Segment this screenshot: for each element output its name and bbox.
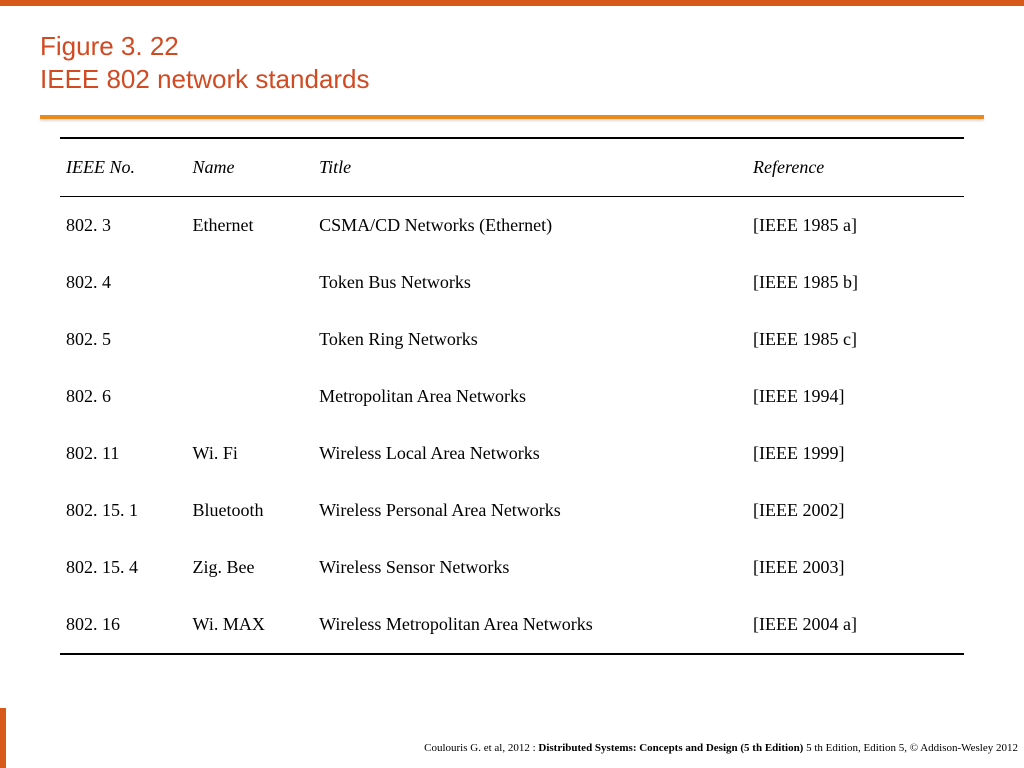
col-header-name: Name [187,138,314,197]
heading-line-1: Figure 3. 22 [40,30,1024,63]
cell-ieee-no: 802. 5 [60,311,187,368]
table-row: 802. 4 Token Bus Networks [IEEE 1985 b] [60,254,964,311]
figure-heading: Figure 3. 22 IEEE 802 network standards [0,6,1024,95]
cell-title: Token Bus Networks [313,254,747,311]
table-wrap: IEEE No. Name Title Reference 802. 3 Eth… [0,119,1024,655]
cell-ieee-no: 802. 6 [60,368,187,425]
table-row: 802. 3 Ethernet CSMA/CD Networks (Ethern… [60,197,964,255]
cell-title: Wireless Sensor Networks [313,539,747,596]
cell-title: Wireless Metropolitan Area Networks [313,596,747,654]
cell-name: Wi. MAX [187,596,314,654]
left-accent-strip [0,708,6,768]
cell-name [187,368,314,425]
citation-prefix: Coulouris G. et al, 2012 : [424,742,538,754]
table-row: 802. 16 Wi. MAX Wireless Metropolitan Ar… [60,596,964,654]
citation-line: Coulouris G. et al, 2012 : Distributed S… [424,742,1018,754]
citation-suffix: 5 th Edition, Edition 5, © Addison-Wesle… [803,742,1018,754]
cell-ref: [IEEE 1985 a] [747,197,964,255]
cell-ref: [IEEE 2004 a] [747,596,964,654]
cell-name: Wi. Fi [187,425,314,482]
cell-ref: [IEEE 2002] [747,482,964,539]
heading-line-2: IEEE 802 network standards [40,63,1024,96]
cell-ref: [IEEE 2003] [747,539,964,596]
table-row: 802. 15. 4 Zig. Bee Wireless Sensor Netw… [60,539,964,596]
cell-ref: [IEEE 1999] [747,425,964,482]
col-header-ieee-no: IEEE No. [60,138,187,197]
standards-table: IEEE No. Name Title Reference 802. 3 Eth… [60,137,964,655]
cell-name: Bluetooth [187,482,314,539]
cell-ieee-no: 802. 15. 1 [60,482,187,539]
cell-title: Token Ring Networks [313,311,747,368]
col-header-title: Title [313,138,747,197]
cell-title: Metropolitan Area Networks [313,368,747,425]
cell-ref: [IEEE 1994] [747,368,964,425]
table-row: 802. 15. 1 Bluetooth Wireless Personal A… [60,482,964,539]
cell-name: Ethernet [187,197,314,255]
citation-title: Distributed Systems: Concepts and Design… [538,742,803,754]
cell-title: CSMA/CD Networks (Ethernet) [313,197,747,255]
table-row: 802. 6 Metropolitan Area Networks [IEEE … [60,368,964,425]
table-header-row: IEEE No. Name Title Reference [60,138,964,197]
cell-ieee-no: 802. 4 [60,254,187,311]
table-body: 802. 3 Ethernet CSMA/CD Networks (Ethern… [60,197,964,655]
cell-ieee-no: 802. 15. 4 [60,539,187,596]
cell-ieee-no: 802. 3 [60,197,187,255]
cell-name [187,311,314,368]
table-row: 802. 11 Wi. Fi Wireless Local Area Netwo… [60,425,964,482]
cell-ref: [IEEE 1985 c] [747,311,964,368]
orange-rule-wrap [0,95,1024,119]
cell-name [187,254,314,311]
col-header-reference: Reference [747,138,964,197]
cell-ieee-no: 802. 16 [60,596,187,654]
table-row: 802. 5 Token Ring Networks [IEEE 1985 c] [60,311,964,368]
cell-title: Wireless Personal Area Networks [313,482,747,539]
cell-title: Wireless Local Area Networks [313,425,747,482]
cell-ref: [IEEE 1985 b] [747,254,964,311]
cell-ieee-no: 802. 11 [60,425,187,482]
cell-name: Zig. Bee [187,539,314,596]
